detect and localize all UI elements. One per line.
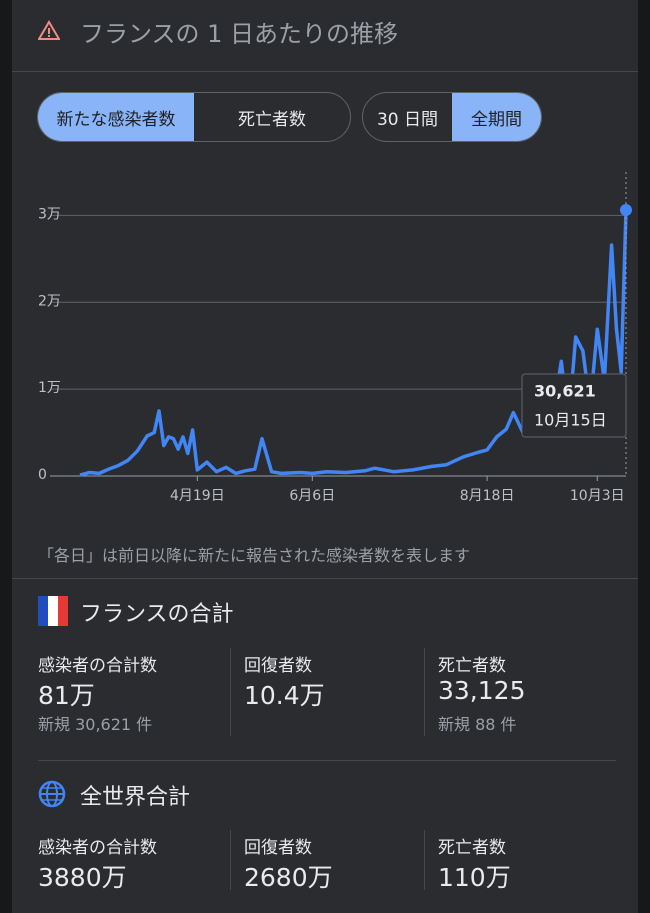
stat-label: 感染者の合計数 — [38, 656, 157, 676]
section-title: フランスの合計 — [80, 602, 234, 627]
stat-label: 死亡者数 — [438, 838, 506, 858]
divider — [12, 71, 638, 72]
chart: 0 1万 2万 3万 4月19日 6月6日 8月18日 10月3日 30,621 10月15日 — [38, 172, 632, 504]
stat-value: 10.4万 — [244, 681, 325, 710]
x-tick-label: 6月6日 — [289, 488, 335, 504]
stat-label: 回復者数 — [244, 838, 312, 858]
stat-value: 81万 — [38, 681, 95, 710]
tooltip-date: 10月15日 — [534, 411, 607, 430]
divider — [424, 830, 425, 890]
x-tick-label: 4月19日 — [170, 488, 225, 504]
note: 「各日」は前日以降に新たに報告された感染者数を表します — [38, 546, 471, 565]
stat-label: 死亡者数 — [438, 656, 506, 676]
stat-value: 2680万 — [244, 863, 333, 892]
tab[interactable]: 死亡者数 — [238, 109, 306, 130]
tooltip: 30,621 10月15日 — [521, 373, 627, 438]
section-title: 全世界合計 — [80, 785, 191, 810]
y-tick-label: 0 — [38, 467, 47, 483]
point — [620, 204, 632, 217]
tooltip-box — [521, 373, 627, 438]
tab[interactable]: 30 日間 — [376, 109, 439, 130]
stat-sub: 新規 88 件 — [438, 715, 517, 734]
stat-label: 感染者の合計数 — [38, 838, 157, 858]
divider — [230, 830, 231, 890]
divider — [12, 578, 638, 579]
divider — [424, 648, 425, 736]
tab[interactable]: 新たな感染者数 — [38, 93, 194, 141]
stat-value: 33,125 — [438, 676, 526, 705]
stat-value: 110万 — [438, 863, 511, 892]
divider — [230, 648, 231, 736]
warning-icon — [38, 20, 60, 40]
y-tick-label: 3万 — [38, 206, 61, 222]
divider — [38, 760, 616, 761]
title: フランスの 1 日あたりの推移 — [80, 20, 399, 48]
x-tick-label: 10月3日 — [570, 488, 625, 504]
tab[interactable]: 全期間 — [452, 93, 541, 141]
y-tick-label: 2万 — [38, 293, 61, 309]
y-tick-label: 1万 — [38, 380, 61, 396]
tooltip-value: 30,621 — [534, 382, 596, 401]
range-tabs: 30 日間 全期間 — [362, 92, 542, 142]
stat-value: 3880万 — [38, 863, 127, 892]
stat-sub: 新規 30,621 件 — [38, 715, 153, 734]
globe-icon — [38, 780, 66, 808]
stat-label: 回復者数 — [244, 656, 312, 676]
x-tick-label: 8月18日 — [460, 488, 515, 504]
flag — [38, 596, 68, 626]
metric-tabs: 新たな感染者数 死亡者数 — [37, 92, 351, 142]
panel: フランスの 1 日あたりの推移 新たな感染者数 死亡者数 30 日間 全期間 0… — [12, 0, 638, 913]
